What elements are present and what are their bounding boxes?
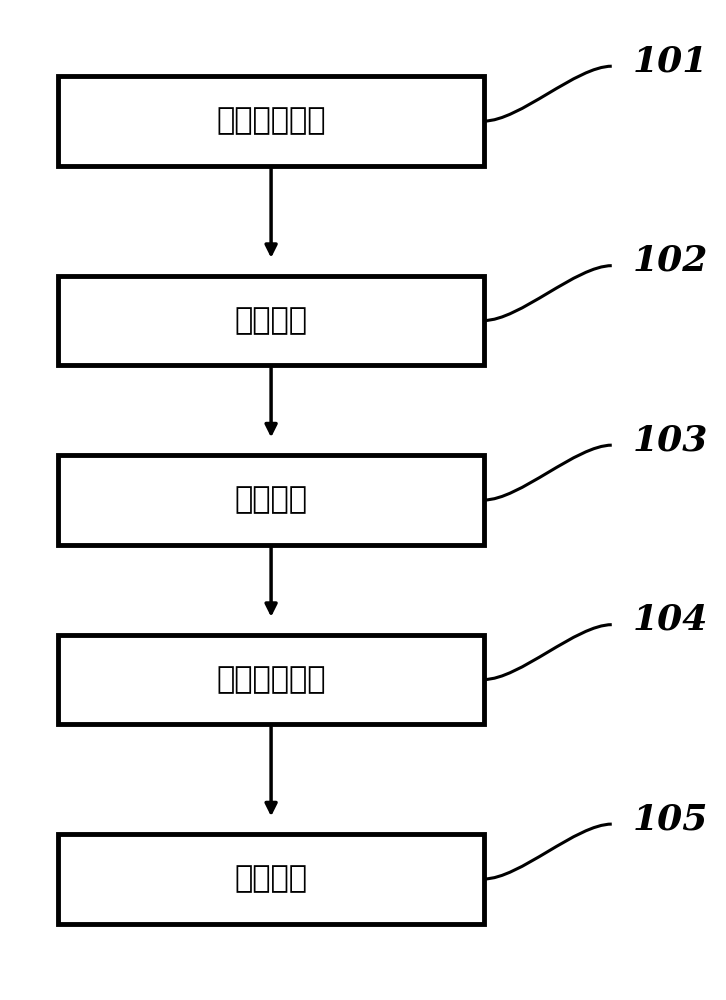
FancyBboxPatch shape [58,455,484,545]
Text: 清洁步骤: 清洁步骤 [234,864,308,893]
Text: 101: 101 [633,44,709,78]
Text: 102: 102 [633,244,709,278]
Text: 105: 105 [633,802,709,836]
FancyBboxPatch shape [58,635,484,724]
FancyBboxPatch shape [58,76,484,166]
Text: 表面处理步骤: 表面处理步骤 [216,665,326,694]
Text: 成形加工步骤: 成形加工步骤 [216,107,326,136]
Text: 冲压步骤: 冲压步骤 [234,486,308,515]
Text: 103: 103 [633,423,709,457]
Text: 104: 104 [633,603,709,637]
FancyBboxPatch shape [58,834,484,924]
FancyBboxPatch shape [58,276,484,365]
Text: 清洗步骤: 清洗步骤 [234,306,308,335]
